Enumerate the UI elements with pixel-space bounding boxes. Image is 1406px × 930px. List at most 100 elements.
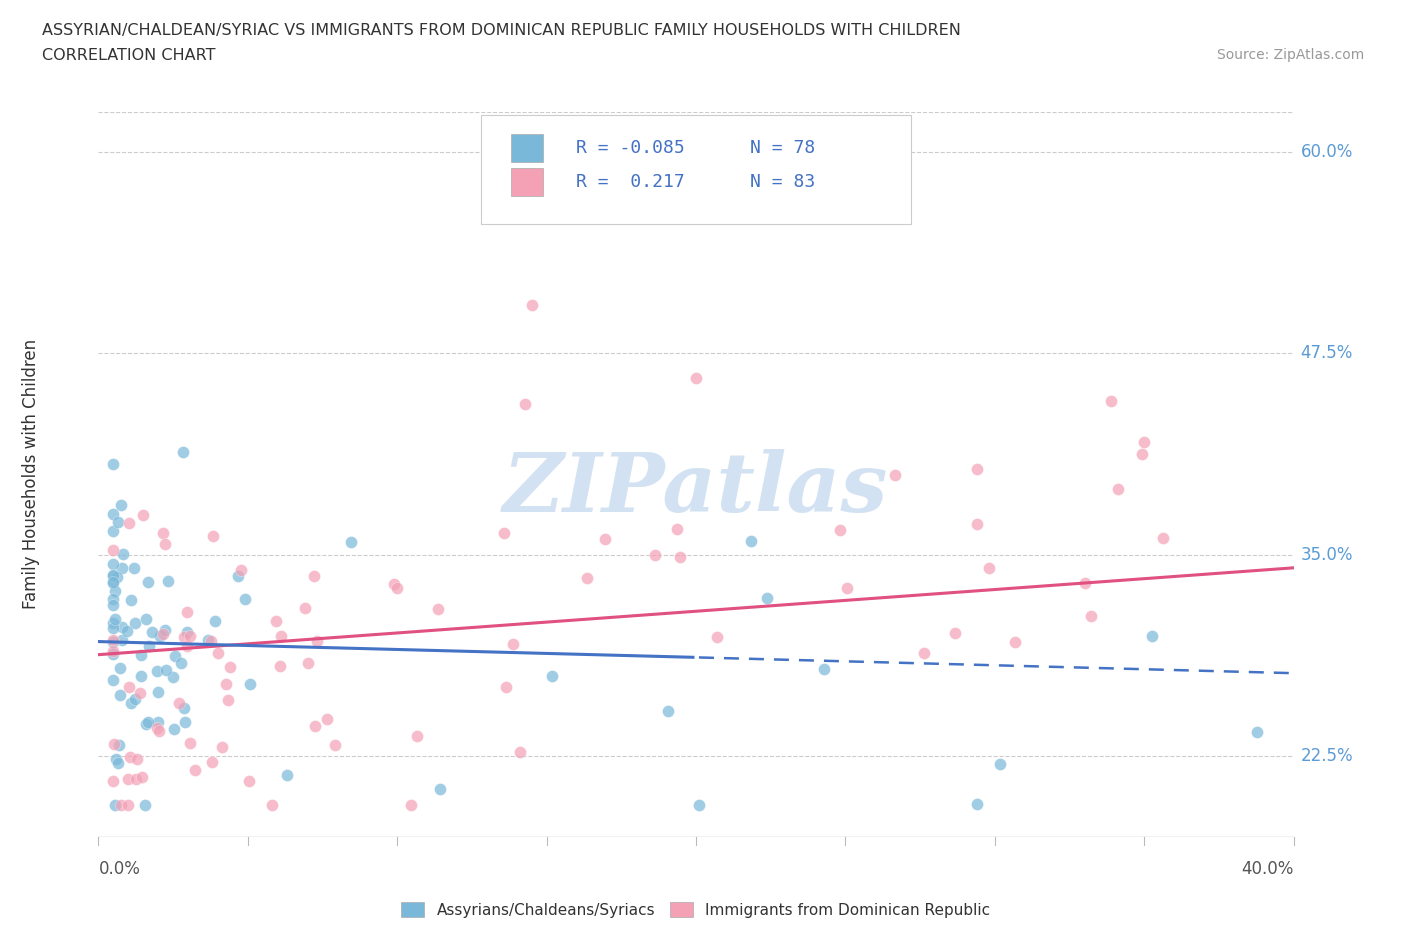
Point bbox=[176, 604, 198, 619]
Point bbox=[141, 625, 163, 640]
Point bbox=[124, 561, 146, 576]
Point bbox=[111, 632, 134, 647]
Point bbox=[124, 616, 146, 631]
Text: R =  0.217: R = 0.217 bbox=[576, 173, 685, 191]
Point bbox=[103, 646, 125, 661]
Point bbox=[215, 676, 238, 691]
Point bbox=[167, 696, 190, 711]
Point bbox=[1133, 434, 1156, 449]
Point bbox=[176, 625, 198, 640]
Point bbox=[104, 751, 127, 766]
Point bbox=[912, 645, 935, 660]
Text: R = -0.085: R = -0.085 bbox=[576, 139, 685, 157]
Point bbox=[136, 715, 159, 730]
Point bbox=[176, 639, 198, 654]
Point bbox=[132, 507, 155, 522]
Point bbox=[103, 615, 125, 630]
Point bbox=[966, 461, 988, 476]
Point bbox=[233, 591, 256, 606]
Point bbox=[228, 568, 250, 583]
Point bbox=[184, 763, 207, 777]
Point bbox=[103, 620, 125, 635]
Point bbox=[217, 693, 239, 708]
Point bbox=[129, 647, 152, 662]
Point bbox=[107, 755, 129, 770]
Point bbox=[103, 542, 125, 557]
Point bbox=[135, 611, 157, 626]
Point bbox=[276, 767, 298, 782]
Point bbox=[155, 537, 177, 551]
Point bbox=[152, 627, 174, 642]
Point bbox=[146, 714, 169, 729]
Point bbox=[163, 722, 186, 737]
FancyBboxPatch shape bbox=[510, 168, 543, 195]
Point bbox=[988, 757, 1011, 772]
Point bbox=[152, 525, 174, 540]
Point bbox=[173, 700, 195, 715]
Point bbox=[179, 629, 201, 644]
Text: 35.0%: 35.0% bbox=[1301, 546, 1353, 564]
Point bbox=[111, 546, 134, 561]
Point bbox=[118, 750, 141, 764]
Point bbox=[755, 591, 778, 605]
Point bbox=[495, 680, 517, 695]
Point bbox=[502, 636, 524, 651]
Point bbox=[155, 662, 177, 677]
Point bbox=[837, 580, 859, 595]
Point bbox=[103, 574, 125, 589]
Point bbox=[665, 522, 688, 537]
Point bbox=[129, 686, 152, 701]
Point bbox=[201, 528, 224, 543]
Point bbox=[1073, 575, 1095, 590]
Point bbox=[146, 663, 169, 678]
Point bbox=[884, 468, 907, 483]
Point bbox=[520, 298, 543, 312]
Point bbox=[149, 629, 172, 644]
Point bbox=[977, 561, 1000, 576]
FancyBboxPatch shape bbox=[481, 115, 911, 224]
Point bbox=[207, 645, 229, 660]
Point bbox=[966, 516, 988, 531]
Point bbox=[340, 535, 363, 550]
Point bbox=[264, 613, 287, 628]
Point bbox=[262, 797, 284, 812]
FancyBboxPatch shape bbox=[510, 134, 543, 162]
Point bbox=[593, 532, 616, 547]
Point bbox=[103, 456, 125, 471]
Point bbox=[239, 677, 262, 692]
Point bbox=[111, 560, 134, 575]
Point bbox=[513, 396, 536, 411]
Point bbox=[294, 601, 316, 616]
Text: Family Households with Children: Family Households with Children bbox=[22, 339, 39, 609]
Text: Source: ZipAtlas.com: Source: ZipAtlas.com bbox=[1216, 48, 1364, 62]
Point bbox=[103, 672, 125, 687]
Point bbox=[104, 797, 127, 812]
Point bbox=[129, 669, 152, 684]
Point bbox=[382, 577, 405, 591]
Point bbox=[103, 569, 125, 584]
Point bbox=[427, 602, 450, 617]
Point bbox=[120, 696, 142, 711]
Point bbox=[125, 772, 148, 787]
Point bbox=[685, 370, 707, 385]
Point bbox=[197, 632, 219, 647]
Point bbox=[575, 571, 598, 586]
Point bbox=[117, 771, 139, 786]
Point bbox=[103, 634, 125, 649]
Point bbox=[204, 614, 226, 629]
Point bbox=[162, 670, 184, 684]
Point bbox=[174, 714, 197, 729]
Legend: Assyrians/Chaldeans/Syriacs, Immigrants from Dominican Republic: Assyrians/Chaldeans/Syriacs, Immigrants … bbox=[395, 896, 997, 923]
Point bbox=[145, 721, 167, 736]
Point bbox=[297, 656, 319, 671]
Point bbox=[115, 623, 138, 638]
Point bbox=[110, 797, 132, 812]
Point bbox=[165, 648, 187, 663]
Point bbox=[146, 684, 169, 699]
Point bbox=[494, 526, 516, 541]
Point bbox=[201, 754, 224, 769]
Point bbox=[131, 770, 153, 785]
Point bbox=[307, 633, 329, 648]
Point bbox=[1004, 634, 1026, 649]
Text: 47.5%: 47.5% bbox=[1301, 344, 1353, 363]
